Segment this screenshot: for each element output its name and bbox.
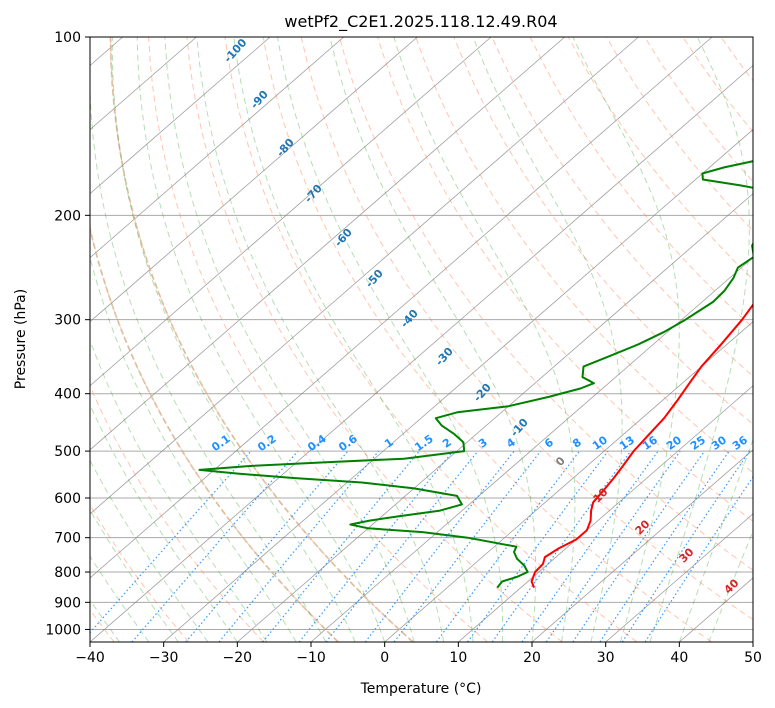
isotherm [384, 321, 753, 642]
moist-adiabat [164, 37, 415, 642]
mixing-ratio-line [491, 450, 632, 642]
dry-adiabat [529, 37, 753, 329]
mixing-ratio-line [262, 450, 420, 642]
dry-adiabat [453, 37, 753, 425]
isotherm [531, 449, 753, 642]
x-tick-label: 40 [670, 650, 688, 666]
isotherm [163, 129, 753, 642]
dry-adiabat [377, 37, 753, 522]
mixing-ratio-line [185, 450, 349, 642]
moist-adiabat [90, 509, 179, 642]
reference-adiabat [109, 37, 414, 642]
y-tick-label: 900 [54, 595, 81, 611]
mixing-ratio-line [599, 450, 730, 642]
moist-adiabat [649, 37, 750, 642]
moist-adiabat [572, 37, 680, 642]
moist-adiabat [233, 37, 474, 642]
y-axis-label: Pressure (hPa) [13, 289, 29, 389]
mixing-ratio-line [435, 450, 580, 642]
y-tick-label: 800 [54, 565, 81, 581]
dry-adiabat [491, 37, 753, 377]
mixing-ratio-line [545, 450, 681, 642]
plot-background [90, 37, 753, 642]
isotherm [237, 193, 753, 642]
dewpoint-profile [198, 160, 753, 589]
moist-adiabat [472, 37, 623, 642]
dry-adiabat [90, 503, 190, 642]
moist-adiabat [111, 37, 356, 642]
moist-adiabat [277, 37, 504, 642]
isotherm [90, 37, 271, 195]
profile-lines [198, 160, 753, 589]
axis-ticks: −40 −30 −20 −10 0 10 20 30 40 50 100 200 300 400 500 60… [45, 30, 762, 666]
mixing-ratio-line [218, 450, 380, 642]
y-tick-label: 700 [54, 531, 81, 547]
isotherm [90, 37, 713, 579]
mixing-ratio-line [521, 450, 659, 642]
isotherm [90, 37, 492, 387]
x-tick-label: −10 [296, 650, 326, 666]
y-tick-label: 100 [54, 30, 81, 46]
dry-adiabat [262, 37, 712, 642]
dry-adiabat [224, 37, 638, 642]
isotherm [90, 64, 753, 642]
mixing-ratio-line [90, 450, 252, 634]
y-tick-label: 400 [54, 387, 81, 403]
dry-adiabat [415, 37, 753, 474]
x-tick-label: 0 [380, 650, 389, 666]
y-tick-label: 300 [54, 313, 81, 329]
moist-adiabat [136, 37, 386, 642]
x-tick-label: 20 [523, 650, 541, 666]
x-tick-label: 30 [597, 650, 615, 666]
moist-adiabat [90, 403, 238, 642]
temperature-profile [530, 303, 753, 588]
isotherm [90, 37, 345, 259]
x-tick-label: 50 [744, 650, 762, 666]
moist-adiabat [196, 37, 445, 642]
moist-adiabat [90, 255, 297, 642]
isotherm [90, 37, 639, 515]
x-tick-label: 10 [449, 650, 467, 666]
mixing-ratio-line [467, 450, 609, 642]
mixing-ratio-line [298, 450, 454, 642]
moist-adiabat [329, 37, 537, 642]
dry-adiabat [148, 37, 488, 642]
y-tick-label: 500 [54, 444, 81, 460]
mixing-ratio-line [644, 475, 753, 642]
moist-adiabat [90, 338, 268, 642]
x-tick-label: −20 [223, 650, 253, 666]
isotherm [90, 37, 418, 323]
mixing-ratio-line [572, 450, 705, 642]
plot-frame [89, 36, 754, 643]
moist-adiabat [708, 530, 753, 642]
x-tick-label: −40 [75, 650, 105, 666]
background-lines [90, 37, 753, 642]
isotherm [310, 257, 753, 642]
isotherm [90, 37, 566, 451]
moist-adiabat [678, 438, 753, 642]
x-axis-label: Temperature (°C) [360, 681, 482, 697]
moist-adiabat [393, 37, 576, 642]
mixing-ratio-line [393, 450, 542, 642]
moist-adiabat [90, 37, 327, 642]
moist-adiabat [90, 459, 209, 642]
chart-title: wetPf2_C2E1.2025.118.12.49.R04 [284, 12, 557, 32]
isotherm [605, 513, 753, 642]
y-tick-label: 1000 [45, 622, 81, 638]
mixing-ratio-line [621, 450, 751, 642]
reference-adiabat [90, 224, 339, 642]
x-tick-label: −30 [149, 650, 179, 666]
y-tick-label: 200 [54, 208, 81, 224]
dry-adiabat [300, 37, 753, 621]
y-tick-label: 600 [54, 491, 81, 507]
dry-adiabat [338, 37, 753, 571]
